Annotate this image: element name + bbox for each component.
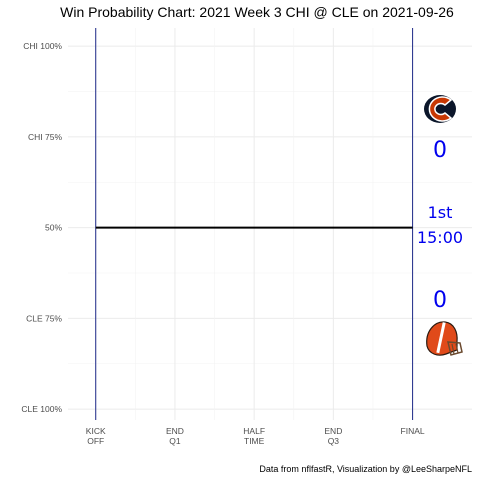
chart-title: Win Probability Chart: 2021 Week 3 CHI @…	[60, 4, 454, 20]
home-team-score: 0	[433, 288, 447, 313]
x-tick-label: KICK	[86, 426, 106, 436]
x-tick-label-line2: Q1	[169, 436, 181, 446]
browns-helmet-logo	[426, 321, 463, 356]
y-tick-label: CHI 100%	[23, 41, 62, 51]
x-tick-label-line2: TIME	[244, 436, 265, 446]
y-tick-label: CLE 75%	[26, 313, 62, 323]
x-tick-label: HALF	[243, 426, 265, 436]
bears-logo	[424, 95, 456, 123]
game-boundary-lines	[95, 28, 414, 420]
x-tick-label: END	[324, 426, 342, 436]
away-team-score: 0	[433, 138, 447, 163]
game-clock-time: 15:00	[417, 228, 463, 247]
y-tick-label: 50%	[45, 223, 62, 233]
x-tick-label: END	[166, 426, 184, 436]
y-tick-label: CHI 75%	[28, 132, 62, 142]
x-tick-label-line2: OFF	[87, 436, 104, 446]
data-source-caption: Data from nflfastR, Visualization by @Le…	[259, 464, 472, 474]
y-axis-ticks: CHI 100% CHI 75% 50% CLE 75% CLE 100%	[21, 41, 62, 414]
y-tick-label: CLE 100%	[21, 404, 62, 414]
x-tick-label: FINAL	[401, 426, 425, 436]
x-tick-label-line2: Q3	[328, 436, 340, 446]
game-clock-quarter: 1st	[428, 203, 453, 222]
